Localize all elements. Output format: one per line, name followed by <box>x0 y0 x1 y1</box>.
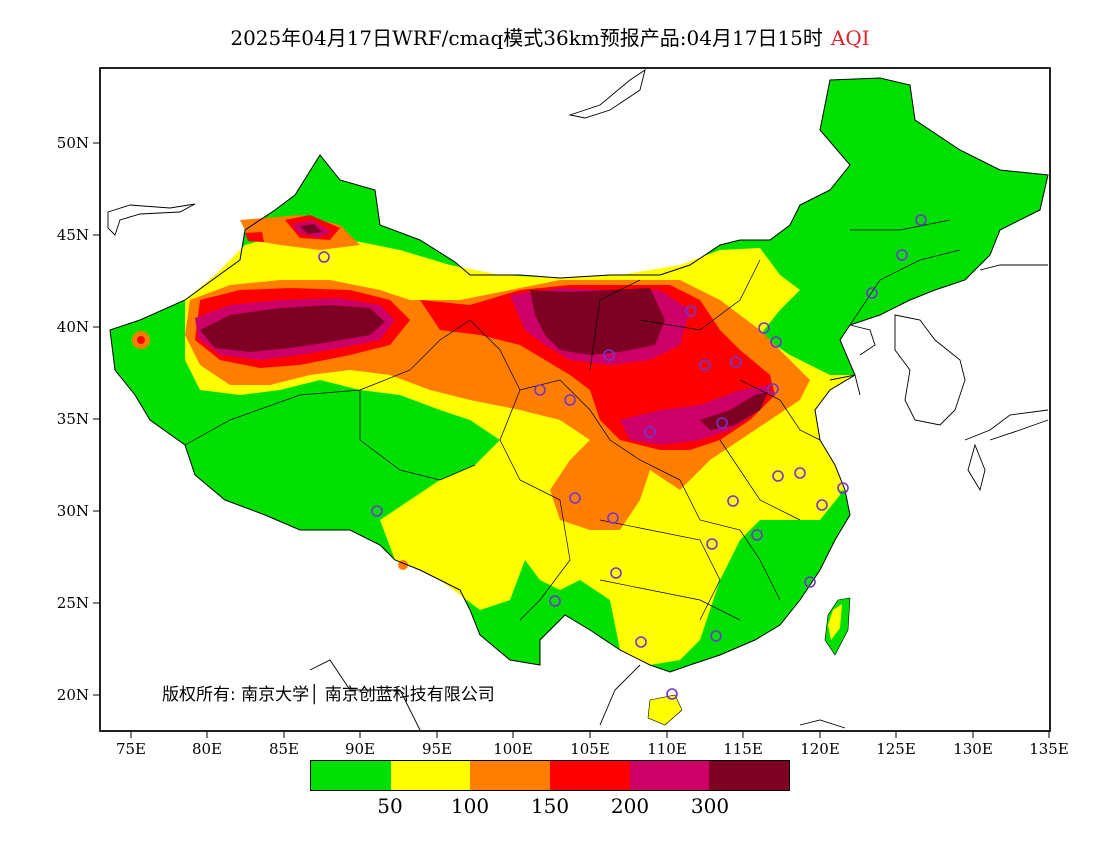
lat-label: 35N <box>57 410 89 428</box>
legend-swatch-hazardous <box>709 761 790 790</box>
taiwan-island-yellow <box>828 604 842 640</box>
lon-label: 90E <box>345 740 375 758</box>
lon-label: 130E <box>953 740 993 758</box>
title-variable: AQI <box>830 26 870 50</box>
aqi-zone-hazardous-north <box>300 224 322 234</box>
legend-label: 200 <box>610 794 650 818</box>
aqi-field <box>107 68 1049 731</box>
aqi-zone-unhealthy-dot <box>245 232 264 242</box>
lon-label: 80E <box>192 740 222 758</box>
lon-label: 115E <box>723 740 763 758</box>
aqi-color-legend <box>310 760 790 791</box>
lon-label: 95E <box>422 740 452 758</box>
lat-ticks <box>93 142 100 696</box>
legend-label: 100 <box>450 794 490 818</box>
legend-swatch-good <box>311 761 391 790</box>
aqi-zone-hazardous-west <box>200 305 385 352</box>
lat-label: 50N <box>57 134 89 152</box>
lon-label: 120E <box>800 740 840 758</box>
map-title: 2025年04月17日WRF/cmaq模式36km预报产品:04月17日15时 A… <box>0 22 1100 51</box>
lon-label: 135E <box>1029 740 1069 758</box>
lon-label: 75E <box>116 740 146 758</box>
legend-swatch-usg <box>470 761 551 790</box>
lat-labels: 50N 45N 40N 35N 30N 25N 20N <box>57 134 89 704</box>
lon-label: 105E <box>570 740 610 758</box>
legend-label: 50 <box>377 794 403 818</box>
lat-label: 25N <box>57 594 89 612</box>
lon-ticks <box>130 731 1050 738</box>
station-markers <box>318 214 927 700</box>
lon-label: 85E <box>269 740 299 758</box>
legend-labels: 50 100 150 200 300 <box>310 794 790 820</box>
aqi-zone-hazardous <box>530 288 665 355</box>
lat-label: 30N <box>57 502 89 520</box>
province-borders <box>109 77 1049 673</box>
legend-swatch-moderate <box>390 761 471 790</box>
legend-swatch-unhealthy <box>550 761 630 790</box>
lat-label: 45N <box>57 226 89 244</box>
title-text: 2025年04月17日WRF/cmaq模式36km预报产品:04月17日15时 <box>230 26 823 50</box>
aqi-zone-very-unhealthy-east <box>620 385 770 445</box>
lon-labels: 75E 80E 85E 90E 95E 100E 105E 110E 115E … <box>116 740 1069 758</box>
lon-label: 125E <box>876 740 916 758</box>
legend-label: 150 <box>530 794 570 818</box>
hainan-island <box>647 694 683 726</box>
legend-label: 300 <box>690 794 730 818</box>
lat-label: 40N <box>57 318 89 336</box>
lat-label: 20N <box>57 686 89 704</box>
legend-swatch-very-unhealthy <box>629 761 710 790</box>
copyright-text: 版权所有: 南京大学│ 南京创蓝科技有限公司 <box>162 685 495 705</box>
lon-label: 100E <box>493 740 533 758</box>
lon-label: 110E <box>647 740 687 758</box>
coastlines <box>107 68 1049 731</box>
